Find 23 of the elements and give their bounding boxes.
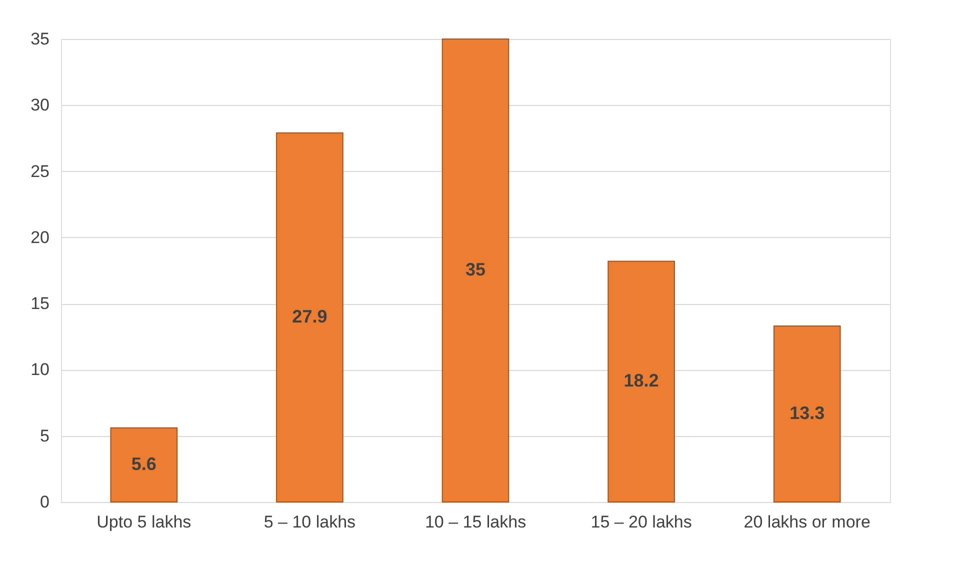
bar: [442, 38, 510, 502]
bar: [773, 326, 841, 502]
data-label: 27.9: [292, 306, 328, 326]
y-tick-label: 25: [30, 162, 50, 181]
x-tick-label: 10 – 15 lakhs: [424, 512, 526, 532]
y-tick-label: 15: [30, 294, 50, 314]
y-tick-label: 20: [30, 228, 50, 247]
x-tick-label: 15 – 20 lakhs: [590, 512, 692, 532]
data-label: 13.3: [790, 403, 825, 424]
bar: [608, 260, 675, 502]
y-tick-label: 0: [40, 492, 50, 512]
y-tick-label: 10: [30, 360, 50, 380]
x-tick-label: Upto 5 lakhs: [96, 512, 192, 532]
data-label: 18.2: [624, 370, 659, 391]
y-tick-label: 30: [30, 96, 50, 115]
data-label: 35: [465, 260, 486, 280]
bar: [110, 427, 178, 502]
bar: [276, 132, 344, 502]
y-tick-label: 35: [30, 30, 50, 48]
x-tick-label: 20 lakhs or more: [744, 512, 870, 532]
y-tick-label: 5: [40, 426, 50, 446]
x-tick-label: 5 – 10 lakhs: [264, 512, 356, 532]
data-label: 5.6: [131, 454, 156, 474]
